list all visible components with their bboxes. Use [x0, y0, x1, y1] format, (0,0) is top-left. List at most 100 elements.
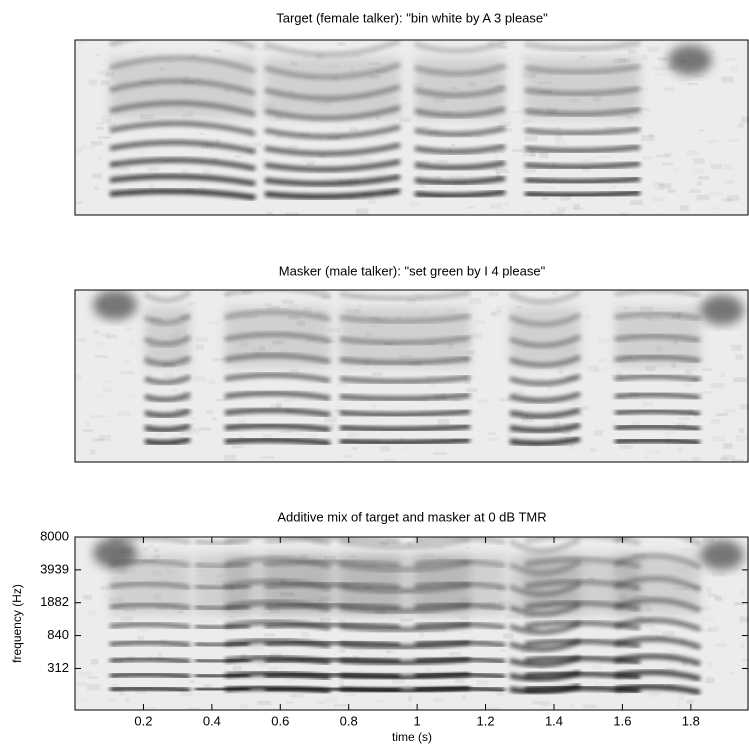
noise [408, 696, 413, 702]
noise [266, 211, 273, 215]
noise [714, 207, 719, 210]
noise [396, 101, 408, 106]
noise [173, 662, 180, 665]
noise [98, 435, 111, 441]
noise [572, 207, 585, 210]
noise [620, 40, 632, 44]
noise [499, 649, 506, 652]
noise [722, 455, 735, 460]
noise [532, 700, 544, 705]
noise [466, 350, 475, 355]
noise [434, 545, 445, 550]
noise [335, 383, 347, 386]
noise [647, 46, 660, 52]
noise [339, 619, 346, 622]
noise [495, 168, 509, 174]
harmonic [614, 654, 701, 666]
noise [664, 152, 673, 157]
noise [677, 447, 682, 454]
noise [506, 614, 520, 619]
noise [560, 195, 571, 201]
formant [415, 57, 505, 119]
blob [700, 295, 744, 325]
noise [464, 379, 471, 385]
noise [586, 365, 600, 372]
noise [202, 168, 212, 175]
noise [124, 395, 138, 398]
noise [581, 167, 591, 172]
noise [693, 622, 705, 626]
harmonic [224, 407, 331, 417]
noise [697, 606, 711, 611]
noise [551, 291, 558, 295]
noise [435, 159, 449, 164]
harmonic [339, 537, 471, 549]
noise [199, 132, 205, 135]
noise [189, 680, 195, 684]
noise [408, 541, 413, 547]
noise [502, 633, 514, 639]
noise [147, 166, 159, 172]
harmonic [109, 40, 256, 50]
harmonic [524, 620, 641, 631]
noise [721, 76, 734, 83]
noise [212, 358, 224, 362]
noise [739, 616, 749, 623]
noise [661, 162, 674, 166]
noise [263, 434, 272, 440]
harmonic [264, 188, 401, 199]
noise [733, 377, 747, 383]
noise [450, 144, 456, 147]
noise [212, 357, 226, 361]
harmonic [414, 672, 506, 679]
noise [257, 700, 272, 706]
noise [593, 367, 608, 373]
noise [478, 399, 488, 404]
formant [615, 554, 700, 615]
noise [645, 449, 660, 454]
noise [475, 133, 485, 138]
noise [686, 150, 698, 155]
noise [580, 159, 594, 162]
noise [652, 182, 661, 187]
noise [339, 649, 346, 653]
noise [712, 435, 726, 442]
noise [723, 442, 733, 449]
y-tick-label: 312 [47, 660, 69, 675]
noise [124, 360, 130, 363]
noise [724, 57, 737, 62]
noise [597, 337, 610, 344]
noise [513, 389, 525, 395]
noise [125, 327, 133, 331]
noise [180, 691, 193, 696]
harmonic [509, 638, 581, 652]
noise [195, 337, 208, 342]
harmonic [614, 684, 701, 695]
noise [260, 158, 270, 161]
noise [521, 54, 531, 60]
chart-title: Additive mix of target and masker at 0 d… [277, 509, 546, 524]
noise [206, 409, 214, 414]
noise [316, 53, 324, 60]
noise [723, 164, 734, 170]
noise [251, 644, 264, 650]
harmonic [109, 157, 256, 171]
noise [490, 311, 496, 317]
noise [78, 671, 92, 676]
noise [371, 404, 378, 410]
noise [75, 374, 82, 380]
noise [513, 392, 526, 395]
noise [658, 182, 665, 187]
axes-box [74, 289, 749, 463]
noise [147, 544, 154, 548]
noise [276, 403, 282, 409]
noise [87, 676, 98, 679]
noise [187, 302, 195, 306]
noise [727, 138, 739, 142]
noise [379, 541, 389, 546]
noise [101, 118, 113, 123]
noise [596, 155, 611, 158]
harmonic [414, 621, 506, 630]
noise [696, 181, 702, 186]
noise [450, 174, 465, 179]
